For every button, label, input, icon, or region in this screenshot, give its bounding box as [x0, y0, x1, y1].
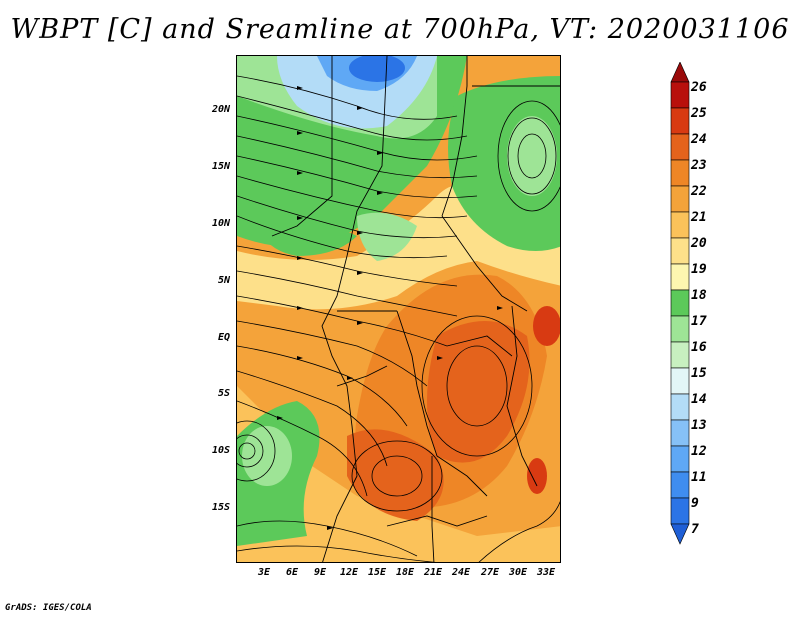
wbpt-field	[237, 56, 560, 562]
lon-label-6e: 6E	[285, 567, 299, 578]
lat-label-5n: 5N	[217, 275, 230, 286]
lat-label-15s: 15S	[211, 502, 230, 513]
colorbar-segment	[670, 419, 690, 447]
lon-label-27e: 27E	[480, 567, 500, 578]
colorbar-segment	[670, 393, 690, 421]
lat-label-15n: 15N	[211, 161, 230, 172]
colorbar-segment	[670, 497, 690, 525]
colorbar-segment	[670, 445, 690, 473]
colorbar-label-12: 12	[691, 444, 707, 459]
map-panel	[236, 55, 561, 563]
colorbar-label-19: 19	[691, 262, 707, 277]
lon-label-12e: 12E	[339, 567, 359, 578]
lon-label-9e: 9E	[313, 567, 327, 578]
lat-label-5s: 5S	[217, 388, 230, 399]
lon-label-3e: 3E	[257, 567, 271, 578]
colorbar-segment	[670, 263, 690, 291]
colorbar-segment	[670, 523, 690, 545]
colorbar-segment	[670, 107, 690, 135]
colorbar-label-11: 11	[691, 470, 707, 485]
lon-label-18e: 18E	[395, 567, 415, 578]
colorbar-label-13: 13	[691, 418, 707, 433]
colorbar-segment	[670, 185, 690, 213]
colorbar-label-9: 9	[691, 496, 699, 511]
lat-label-eq: EQ	[217, 332, 230, 343]
colorbar-segment	[670, 62, 690, 83]
colorbar-segment	[670, 289, 690, 317]
colorbar-label-18: 18	[691, 288, 707, 303]
colorbar-label-26: 26	[691, 80, 707, 95]
colorbar-segment	[670, 367, 690, 395]
colorbar-label-25: 25	[691, 106, 707, 121]
colorbar-label-15: 15	[691, 366, 707, 381]
lon-label-15e: 15E	[367, 567, 387, 578]
colorbar-segment	[670, 315, 690, 343]
colorbar-label-14: 14	[691, 392, 707, 407]
colorbar-label-7: 7	[691, 522, 699, 537]
colorbar-segment	[670, 133, 690, 161]
colorbar-label-20: 20	[691, 236, 707, 251]
chart-title: WBPT [C] and Sreamline at 700hPa, VT: 20…	[10, 14, 790, 45]
colorbar-label-17: 17	[691, 314, 707, 329]
colorbar-label-21: 21	[691, 210, 707, 225]
colorbar-segment	[670, 211, 690, 239]
lat-label-20n: 20N	[211, 104, 230, 115]
colorbar-segment	[670, 341, 690, 369]
colorbar-segment	[670, 81, 690, 109]
colorbar-segment	[670, 237, 690, 265]
lat-label-10s: 10S	[211, 445, 230, 456]
colorbar-label-23: 23	[691, 158, 707, 173]
colorbar-label-22: 22	[691, 184, 707, 199]
lat-label-10n: 10N	[211, 218, 230, 229]
colorbar-label-24: 24	[691, 132, 707, 147]
lon-label-21e: 21E	[423, 567, 443, 578]
lon-label-24e: 24E	[451, 567, 471, 578]
colorbar-segment	[670, 471, 690, 499]
colorbar-segment	[670, 159, 690, 187]
colorbar	[670, 62, 690, 545]
colorbar-label-16: 16	[691, 340, 707, 355]
grads-credit: GrADS: IGES/COLA	[5, 603, 92, 613]
lon-label-33e: 33E	[536, 567, 556, 578]
lon-label-30e: 30E	[508, 567, 528, 578]
